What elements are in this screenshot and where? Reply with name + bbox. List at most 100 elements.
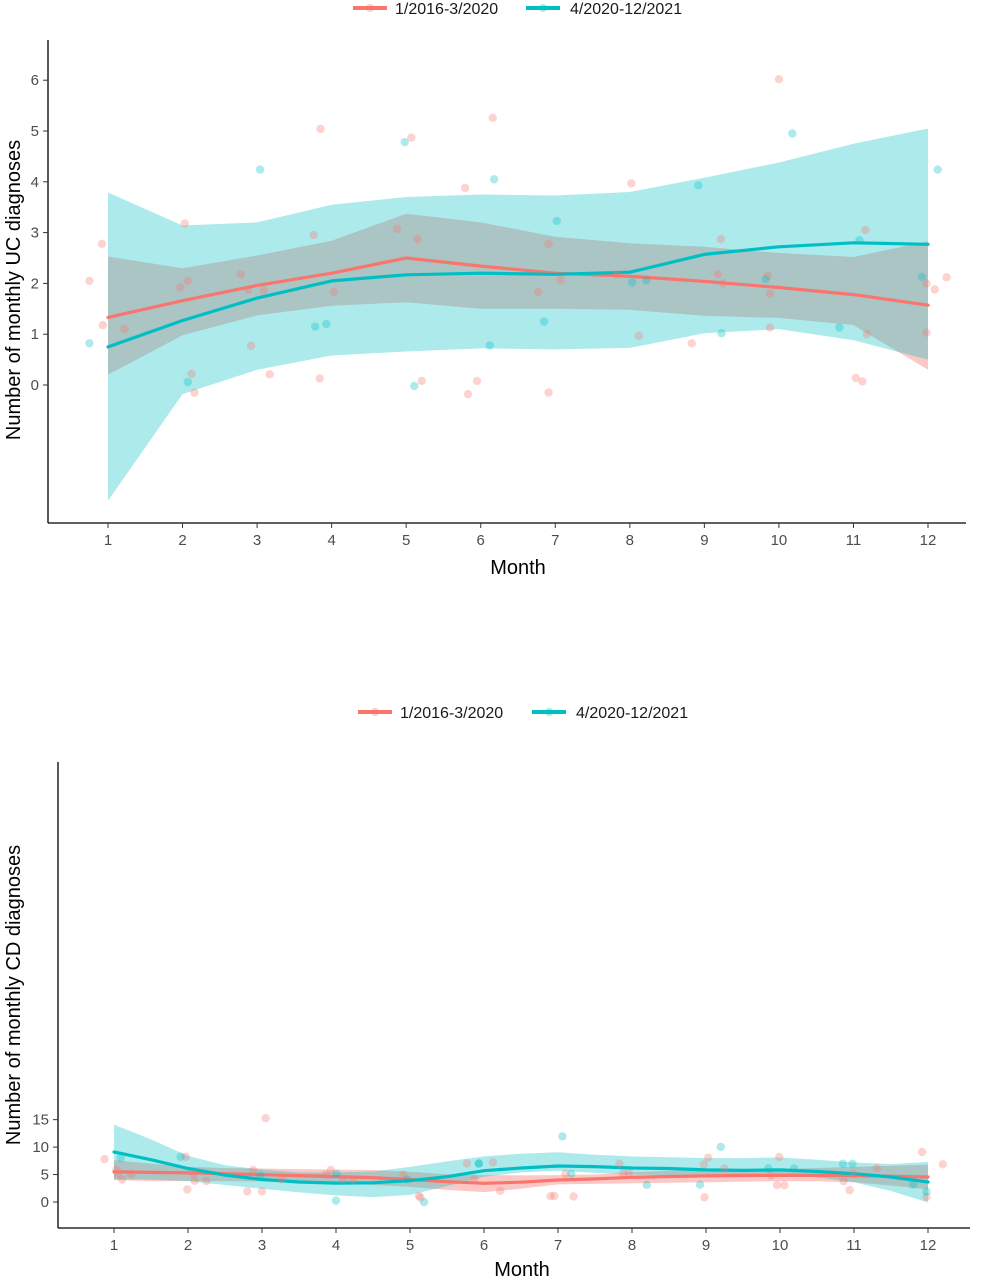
- cd-pre-data-point: [348, 1175, 358, 1184]
- cd-y-tick-label: 10: [32, 1139, 49, 1156]
- cd-post-data-point: [256, 1171, 265, 1180]
- uc-pre-data-point: [259, 286, 268, 295]
- cd-pre-data-point: [720, 1164, 729, 1173]
- cd-pre-data-point: [190, 1176, 199, 1186]
- uc-pre-data-point: [472, 376, 482, 386]
- cd-pre-data-point: [243, 1187, 252, 1196]
- cd-x-axis-title: Month: [494, 1259, 550, 1280]
- uc-pre-data-point: [265, 370, 274, 379]
- cd-x-tick-label: 12: [920, 1237, 937, 1254]
- uc-pre-data-point: [922, 328, 931, 337]
- uc-pre-data-point: [763, 271, 772, 280]
- uc-pre-data-point: [187, 369, 196, 378]
- uc-pre-data-point: [634, 331, 643, 340]
- uc-pre-data-point: [180, 219, 189, 228]
- uc-chart-panel: 1/2016-3/2020 4/2020-12/2021 1 2 3 4 5 6 7 8 9 10…: [3, 1, 966, 579]
- cd-post-data-point: [848, 1159, 857, 1168]
- cd-post-data-point: [789, 1164, 799, 1173]
- cd-x-tick-label: 1: [110, 1237, 118, 1254]
- uc-y-tick-label: 1: [31, 326, 39, 343]
- uc-pre-data-point: [329, 287, 339, 297]
- uc-pre-data-point: [413, 235, 422, 244]
- uc-y-axis-title: Number of monthly UC diagnoses: [3, 140, 25, 440]
- uc-x-tick-label: 2: [178, 532, 186, 549]
- uc-post-data-point: [489, 175, 499, 184]
- cd-post-data-point: [567, 1169, 576, 1179]
- cd-pre-data-point: [872, 1164, 882, 1173]
- cd-legend-post-point: [545, 708, 553, 716]
- cd-post-data-point: [419, 1197, 429, 1207]
- cd-post-trend-line: [112, 1150, 930, 1185]
- uc-pre-data-point: [98, 320, 108, 330]
- cd-post-data-point: [331, 1196, 341, 1205]
- uc-y-tick-label: 4: [31, 174, 39, 191]
- uc-x-tick-label: 4: [327, 532, 335, 549]
- uc-post-data-point: [642, 276, 651, 285]
- uc-pre-data-point: [183, 276, 192, 286]
- uc-pre-data-point: [861, 225, 870, 235]
- uc-x-tick-label: 9: [700, 532, 708, 549]
- uc-x-tick-label: 7: [551, 532, 559, 549]
- uc-x-tick-label: 10: [771, 532, 788, 549]
- uc-post-data-point: [485, 341, 494, 350]
- cd-post-data-point: [642, 1180, 651, 1190]
- uc-post-data-point: [322, 319, 331, 329]
- cd-pre-data-point: [488, 1158, 498, 1167]
- uc-y-tick-label: 0: [31, 377, 39, 394]
- cd-post-data-point: [695, 1180, 705, 1189]
- uc-pre-data-point: [393, 224, 402, 234]
- uc-post-data-point: [183, 377, 192, 387]
- cd-x-tick-label: 10: [772, 1237, 789, 1254]
- uc-pre-data-point: [85, 276, 94, 286]
- cd-pre-data-point: [922, 1192, 931, 1202]
- uc-post-data-point: [855, 236, 864, 245]
- cd-post-confidence-band: [114, 1124, 928, 1203]
- cd-pre-data-point: [183, 1185, 192, 1194]
- uc-legend-pre-point: [366, 4, 374, 12]
- cd-pre-data-point: [496, 1186, 505, 1196]
- cd-post-data-point: [838, 1159, 848, 1168]
- cd-pre-data-point: [202, 1176, 211, 1186]
- cd-pre-data-point: [338, 1175, 347, 1184]
- cd-x-tick-label: 6: [480, 1237, 488, 1254]
- uc-pre-data-point: [862, 330, 872, 339]
- uc-pre-data-point: [765, 289, 775, 298]
- uc-post-data-point: [761, 275, 770, 284]
- cd-pre-data-point: [261, 1114, 270, 1123]
- cd-x-tick-label: 2: [184, 1237, 192, 1254]
- cd-pre-data-point: [699, 1160, 708, 1169]
- uc-post-data-point: [788, 129, 797, 138]
- cd-post-data-point: [558, 1132, 567, 1141]
- uc-pre-data-point: [556, 275, 565, 284]
- cd-pre-data-point: [615, 1159, 624, 1169]
- cd-x-tick-label: 11: [846, 1237, 862, 1254]
- cd-legend-post-label: 4/2020-12/2021: [576, 705, 688, 722]
- cd-legend: 1/2016-3/2020 4/2020-12/2021: [358, 705, 688, 722]
- cd-pre-data-point: [766, 1171, 776, 1180]
- cd-y-axis-title: Number of monthly CD diagnoses: [3, 845, 25, 1145]
- uc-pre-data-point: [190, 388, 199, 397]
- uc-legend-pre-label: 1/2016-3/2020: [395, 1, 498, 18]
- cd-y-tick-label: 0: [41, 1194, 49, 1211]
- uc-pre-data-point: [627, 179, 636, 188]
- uc-x-tick-label: 3: [253, 532, 261, 549]
- uc-pre-data-point: [716, 235, 725, 244]
- cd-pre-confidence-band: [114, 1160, 928, 1193]
- cd-legend-pre-label: 1/2016-3/2020: [400, 705, 503, 722]
- uc-post-data-point: [255, 165, 265, 174]
- cd-x-tick-label: 8: [628, 1237, 636, 1254]
- cd-pre-data-point: [849, 1169, 858, 1178]
- uc-pre-data-point: [97, 239, 107, 248]
- cd-pre-data-point: [546, 1192, 555, 1201]
- uc-y-tick-label: 6: [31, 72, 39, 89]
- cd-pre-data-point: [181, 1152, 190, 1162]
- uc-x-tick-label: 1: [104, 532, 112, 549]
- cd-x-tick-label: 9: [702, 1237, 710, 1254]
- cd-post-data-point: [716, 1142, 725, 1152]
- uc-post-data-point: [552, 216, 561, 226]
- uc-legend-post-label: 4/2020-12/2021: [570, 1, 682, 18]
- cd-pre-data-point: [470, 1174, 479, 1184]
- cd-pre-data-point: [326, 1165, 335, 1175]
- cd-pre-data-point: [618, 1169, 628, 1178]
